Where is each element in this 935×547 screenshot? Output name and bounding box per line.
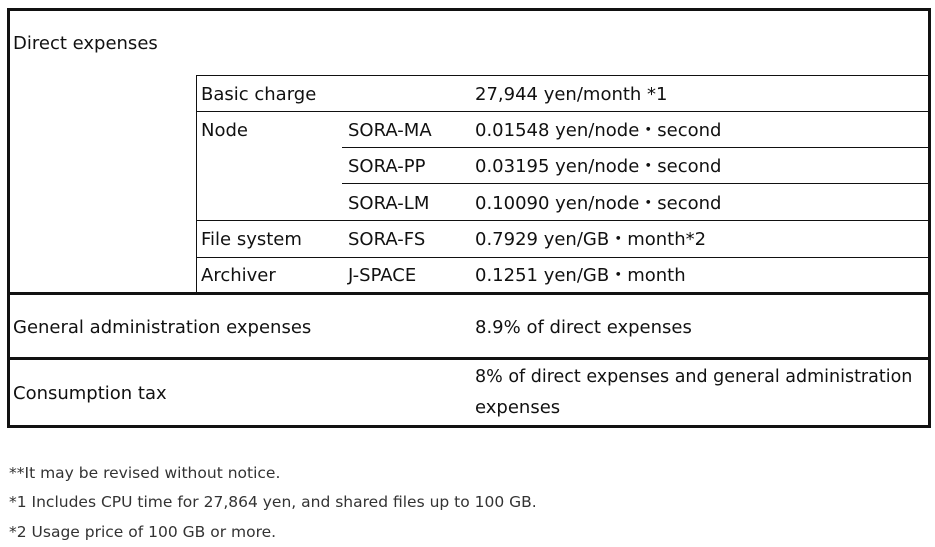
consumption-tax-price-line2: expenses — [475, 397, 561, 418]
section-divider-general — [7, 292, 931, 295]
basic-charge-price: 27,944 yen/month *1 — [475, 84, 668, 105]
section-divider-tax — [7, 357, 931, 360]
footnote-revision: **It may be revised without notice. — [9, 464, 281, 482]
archiver-label: Archiver — [201, 265, 276, 286]
table-left-border — [7, 8, 10, 428]
node-price-sora-lm: 0.10090 yen/node・second — [475, 193, 722, 214]
table-top-border — [7, 8, 931, 11]
row-divider-basic-top — [196, 75, 929, 76]
archiver-price: 0.1251 yen/GB・month — [475, 265, 686, 286]
archiver-system: J-SPACE — [348, 265, 417, 286]
node-price-sora-pp: 0.03195 yen/node・second — [475, 156, 722, 177]
footnote-2: *2 Usage price of 100 GB or more. — [9, 523, 277, 541]
general-admin-price: 8.9% of direct expenses — [475, 317, 692, 338]
node-system-sora-ma: SORA-MA — [348, 120, 432, 141]
node-label: Node — [201, 120, 248, 141]
table-bottom-border — [7, 425, 931, 428]
file-system-price: 0.7929 yen/GB・month*2 — [475, 229, 707, 250]
direct-inner-left-border — [196, 75, 197, 294]
node-price-sora-ma: 0.01548 yen/node・second — [475, 120, 722, 141]
basic-charge-label: Basic charge — [201, 84, 317, 105]
consumption-tax-label: Consumption tax — [13, 383, 167, 404]
consumption-tax-price-line1: 8% of direct expenses and general admini… — [475, 367, 913, 387]
row-divider-sora-lm — [342, 183, 929, 184]
general-admin-label: General administration expenses — [13, 317, 312, 338]
row-divider-node-top — [196, 111, 929, 112]
file-system-label: File system — [201, 229, 302, 250]
node-system-sora-pp: SORA-PP — [348, 156, 426, 177]
row-divider-sora-pp — [342, 147, 929, 148]
row-divider-archiver — [196, 257, 929, 258]
row-divider-file-system — [196, 220, 929, 221]
footnote-1: *1 Includes CPU time for 27,864 yen, and… — [9, 493, 537, 511]
node-system-sora-lm: SORA-LM — [348, 193, 430, 214]
table-right-border — [928, 8, 931, 428]
file-system-system: SORA-FS — [348, 229, 426, 250]
direct-expenses-label: Direct expenses — [13, 33, 158, 54]
